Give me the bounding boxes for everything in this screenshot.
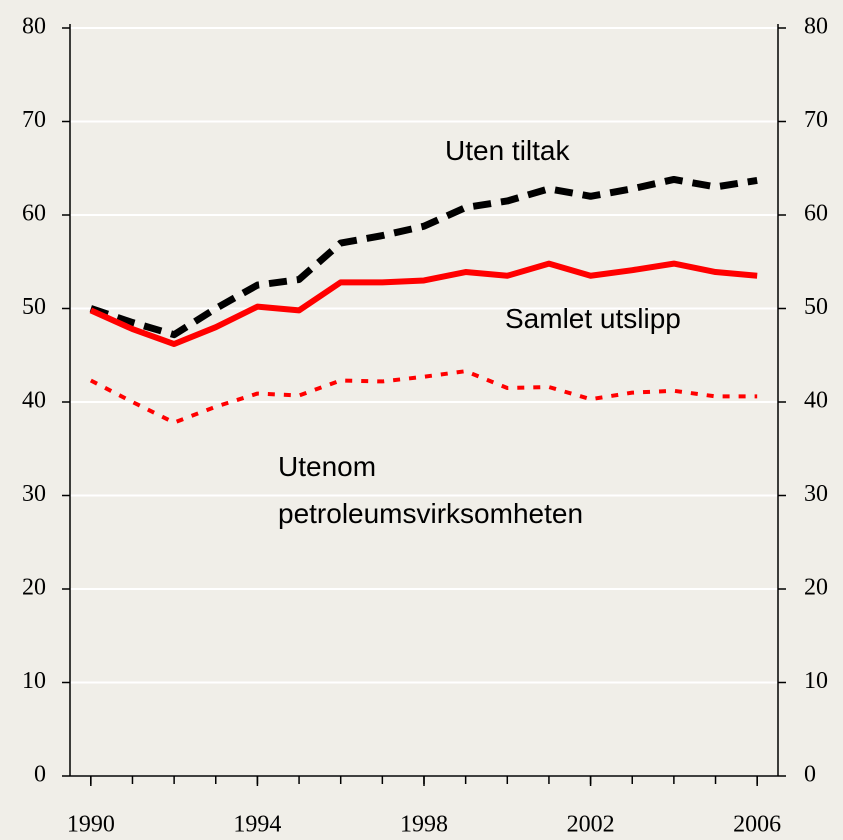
- x-tick-label: 1990: [67, 812, 115, 838]
- annotation: Uten tiltak: [445, 135, 570, 166]
- x-tick-label: 1994: [233, 812, 281, 838]
- y-tick-label: 70: [22, 107, 46, 133]
- y2-tick-label: 60: [804, 201, 828, 227]
- y-tick-label: 0: [34, 762, 46, 788]
- y2-tick-label: 20: [804, 575, 828, 601]
- annotation: Samlet utslipp: [505, 303, 681, 334]
- y2-tick-label: 40: [804, 388, 828, 414]
- annotation: Utenom: [278, 451, 376, 482]
- y2-tick-label: 50: [804, 294, 828, 320]
- y2-tick-label: 30: [804, 481, 828, 507]
- y2-tick-label: 70: [804, 107, 828, 133]
- y-tick-label: 40: [22, 388, 46, 414]
- x-tick-label: 2006: [733, 812, 781, 838]
- x-tick-label: 2002: [567, 812, 615, 838]
- x-tick-label: 1998: [400, 812, 448, 838]
- series-line: [89, 260, 758, 348]
- y-tick-label: 60: [22, 201, 46, 227]
- series-line: [89, 369, 758, 425]
- y-tick-label: 30: [22, 481, 46, 507]
- y-tick-label: 20: [22, 575, 46, 601]
- y2-tick-label: 10: [804, 668, 828, 694]
- series-line: [89, 175, 758, 339]
- y-tick-label: 50: [22, 294, 46, 320]
- annotation: petroleumsvirksomheten: [278, 498, 583, 529]
- y2-tick-label: 80: [804, 14, 828, 40]
- y-tick-label: 80: [22, 14, 46, 40]
- y2-tick-label: 0: [804, 762, 816, 788]
- y-tick-label: 10: [22, 668, 46, 694]
